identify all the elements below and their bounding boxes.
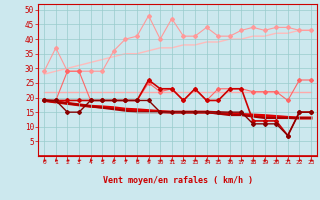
- X-axis label: Vent moyen/en rafales ( km/h ): Vent moyen/en rafales ( km/h ): [103, 176, 252, 185]
